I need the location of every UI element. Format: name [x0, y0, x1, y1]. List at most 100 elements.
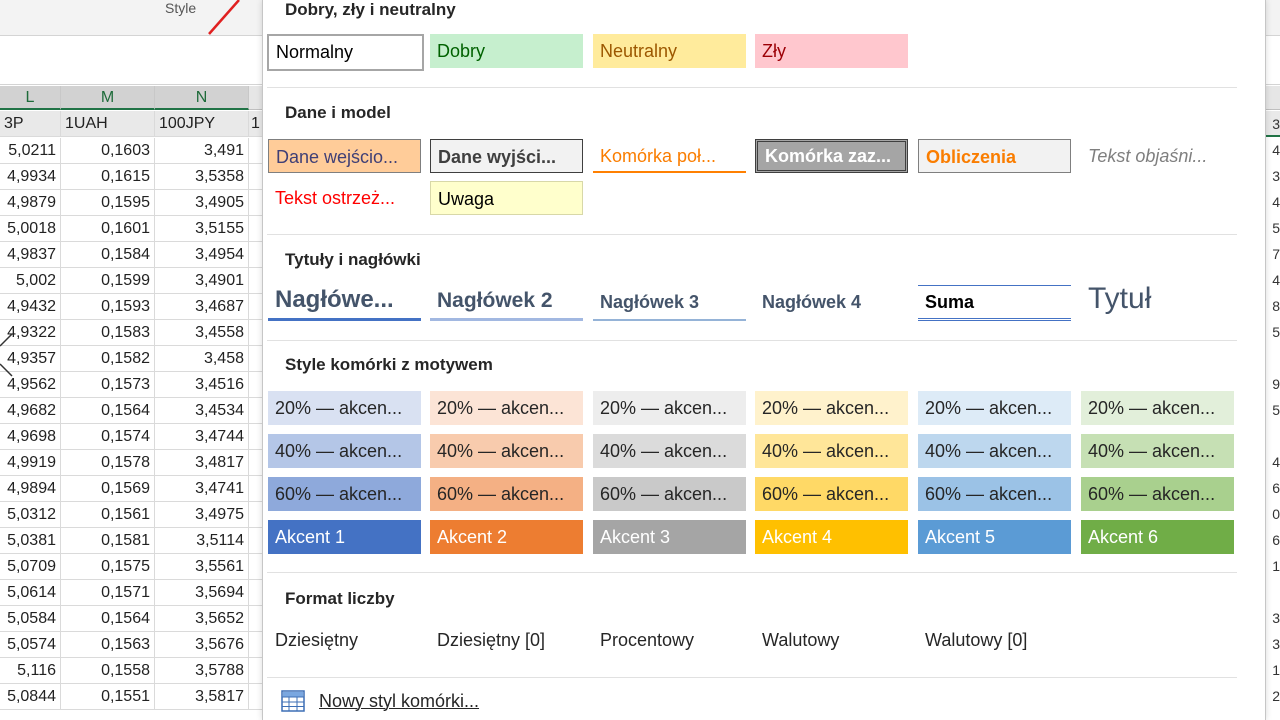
data-cell[interactable]: 0,1558 [61, 658, 155, 684]
style-neutral[interactable]: Neutralny [593, 34, 746, 68]
style-linked-cell[interactable]: Komórka poł... [593, 139, 746, 173]
style-accent-6[interactable]: Akcent 6 [1081, 520, 1234, 554]
style-input[interactable]: Dane wejścio... [268, 139, 421, 173]
data-cell[interactable] [249, 476, 263, 502]
data-cell[interactable]: 3,458 [155, 346, 249, 372]
data-cell[interactable]: 3,5676 [155, 632, 249, 658]
data-cell[interactable] [249, 190, 263, 216]
data-cell[interactable] [249, 502, 263, 528]
style-accent-3[interactable]: Akcent 3 [593, 520, 746, 554]
data-cell[interactable] [249, 554, 263, 580]
data-cell[interactable] [249, 346, 263, 372]
style-40-accent-1[interactable]: 40% — akcen... [268, 434, 421, 468]
gallery-scrollbar[interactable] [1237, 0, 1265, 720]
data-cell[interactable] [249, 294, 263, 320]
style-output[interactable]: Dane wyjści... [430, 139, 583, 173]
data-cell[interactable] [249, 216, 263, 242]
style-20-accent-6[interactable]: 20% — akcen... [1081, 391, 1234, 425]
data-cell[interactable]: 3,5561 [155, 554, 249, 580]
data-cell[interactable]: 4,9837 [0, 242, 61, 268]
data-cell[interactable]: 0,1561 [61, 502, 155, 528]
style-60-accent-3[interactable]: 60% — akcen... [593, 477, 746, 511]
data-cell[interactable]: 3,4741 [155, 476, 249, 502]
style-heading-4[interactable]: Nagłówek 4 [762, 292, 862, 312]
data-cell[interactable]: 0,1603 [61, 138, 155, 164]
style-accent-4[interactable]: Akcent 4 [755, 520, 908, 554]
data-cell[interactable] [249, 268, 263, 294]
data-cell[interactable]: 3,5817 [155, 684, 249, 710]
style-60-accent-4[interactable]: 60% — akcen... [755, 477, 908, 511]
style-accent-2[interactable]: Akcent 2 [430, 520, 583, 554]
data-cell[interactable] [249, 424, 263, 450]
style-60-accent-5[interactable]: 60% — akcen... [918, 477, 1071, 511]
data-cell[interactable]: 3,5155 [155, 216, 249, 242]
data-cell[interactable]: 3,5694 [155, 580, 249, 606]
style-heading-1[interactable]: Nagłówe... [268, 281, 421, 321]
header-cell[interactable]: 3P [0, 111, 61, 137]
data-cell[interactable]: 5,0312 [0, 502, 61, 528]
data-cell[interactable]: 4,9934 [0, 164, 61, 190]
style-comma-0[interactable]: Dziesiętny [0] [437, 630, 546, 650]
data-cell[interactable]: 4,9357 [0, 346, 61, 372]
data-cell[interactable]: 0,1599 [61, 268, 155, 294]
data-cell[interactable] [249, 580, 263, 606]
data-cell[interactable]: 5,0709 [0, 554, 61, 580]
data-cell[interactable]: 3,5652 [155, 606, 249, 632]
data-cell[interactable]: 3,5788 [155, 658, 249, 684]
data-cell[interactable]: 4,9432 [0, 294, 61, 320]
data-cell[interactable]: 0,1573 [61, 372, 155, 398]
data-cell[interactable]: 5,0381 [0, 528, 61, 554]
data-cell[interactable]: 0,1563 [61, 632, 155, 658]
data-cell[interactable]: 4,9562 [0, 372, 61, 398]
style-40-accent-4[interactable]: 40% — akcen... [755, 434, 908, 468]
data-cell[interactable]: 5,0844 [0, 684, 61, 710]
style-comma[interactable]: Dziesiętny [275, 630, 359, 650]
style-60-accent-2[interactable]: 60% — akcen... [430, 477, 583, 511]
data-cell[interactable]: 4,9682 [0, 398, 61, 424]
data-cell[interactable]: 3,4558 [155, 320, 249, 346]
data-cell[interactable]: 0,1564 [61, 606, 155, 632]
data-cell[interactable]: 0,1593 [61, 294, 155, 320]
data-cell[interactable] [249, 138, 263, 164]
style-warning-text[interactable]: Tekst ostrzeż... [268, 181, 421, 215]
data-cell[interactable]: 5,0018 [0, 216, 61, 242]
data-cell[interactable]: 3,4901 [155, 268, 249, 294]
style-check-cell[interactable]: Komórka zaz... [755, 139, 908, 173]
data-cell[interactable] [249, 658, 263, 684]
style-calculation[interactable]: Obliczenia [918, 139, 1071, 173]
data-cell[interactable] [249, 242, 263, 268]
data-cell[interactable]: 5,0574 [0, 632, 61, 658]
style-total[interactable]: Suma [918, 285, 1071, 321]
data-cell[interactable] [249, 528, 263, 554]
style-accent-5[interactable]: Akcent 5 [918, 520, 1071, 554]
style-40-accent-3[interactable]: 40% — akcen... [593, 434, 746, 468]
data-cell[interactable] [249, 684, 263, 710]
style-20-accent-4[interactable]: 20% — akcen... [755, 391, 908, 425]
style-percent[interactable]: Procentowy [600, 630, 695, 650]
style-heading-2[interactable]: Nagłówek 2 [430, 283, 583, 321]
data-cell[interactable]: 0,1551 [61, 684, 155, 710]
data-cell[interactable] [249, 632, 263, 658]
style-20-accent-2[interactable]: 20% — akcen... [430, 391, 583, 425]
data-cell[interactable] [249, 398, 263, 424]
style-40-accent-2[interactable]: 40% — akcen... [430, 434, 583, 468]
header-cell[interactable]: 100JPY [155, 111, 249, 137]
data-cell[interactable]: 4,9698 [0, 424, 61, 450]
data-cell[interactable]: 0,1581 [61, 528, 155, 554]
style-note[interactable]: Uwaga [430, 181, 583, 215]
data-cell[interactable]: 3,4744 [155, 424, 249, 450]
header-cell[interactable]: 1 [249, 111, 263, 137]
column-header-n[interactable]: N [155, 86, 249, 110]
data-cell[interactable]: 0,1601 [61, 216, 155, 242]
data-cell[interactable]: 0,1574 [61, 424, 155, 450]
column-header-o[interactable] [249, 86, 263, 110]
data-cell[interactable]: 3,4687 [155, 294, 249, 320]
data-cell[interactable]: 4,9879 [0, 190, 61, 216]
column-header-m[interactable]: M [61, 86, 155, 110]
data-cell[interactable]: 3,5358 [155, 164, 249, 190]
data-cell[interactable] [249, 450, 263, 476]
data-cell[interactable]: 0,1584 [61, 242, 155, 268]
style-40-accent-5[interactable]: 40% — akcen... [918, 434, 1071, 468]
data-cell[interactable]: 0,1583 [61, 320, 155, 346]
style-good[interactable]: Dobry [430, 34, 583, 68]
